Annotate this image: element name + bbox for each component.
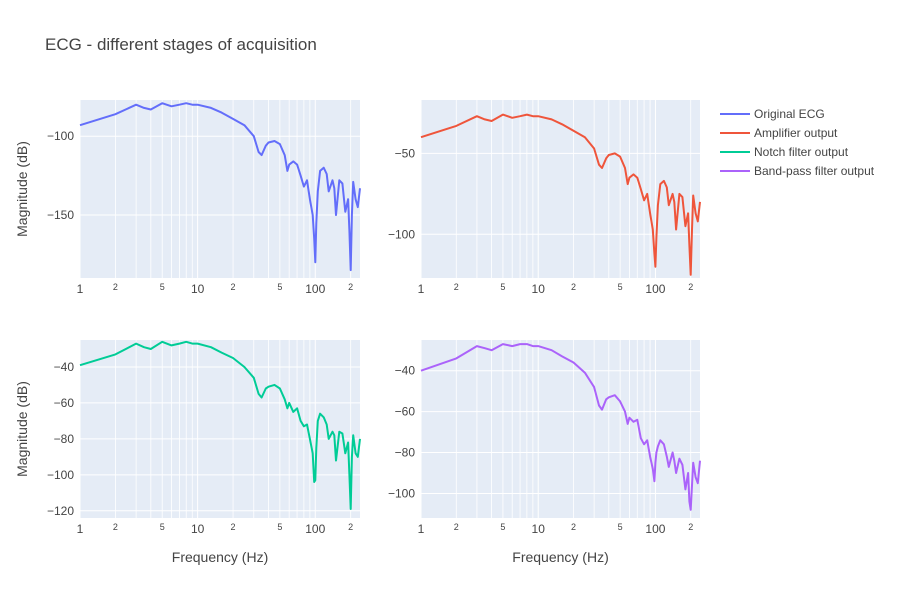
x-minor-tick-label: 2: [113, 282, 118, 292]
y-tick-label: −40: [54, 360, 75, 374]
y-tick-label: −60: [54, 396, 75, 410]
legend-item[interactable]: Notch filter output: [720, 145, 849, 159]
x-tick-label: 10: [532, 522, 546, 536]
x-axis-title: Frequency (Hz): [512, 549, 608, 565]
chart-title: ECG - different stages of acquisition: [45, 35, 317, 54]
x-tick-label: 1: [77, 282, 84, 296]
x-tick-label: 100: [305, 282, 325, 296]
y-axis-title: Magnitude (dB): [14, 141, 30, 237]
x-tick-label: 10: [532, 282, 546, 296]
y-tick-label: −150: [47, 208, 74, 222]
x-minor-tick-label: 2: [231, 522, 236, 532]
legend-label: Amplifier output: [754, 126, 838, 140]
y-tick-label: −40: [395, 364, 416, 378]
y-tick-label: −100: [388, 486, 415, 500]
x-minor-tick-label: 2: [454, 522, 459, 532]
x-minor-tick-label: 5: [160, 522, 165, 532]
x-tick-label: 100: [645, 282, 665, 296]
subplot-grid: −100 −150 1 10 100 2 5 2 5 2 Magnitude (dB) −50 −100…: [14, 100, 701, 565]
series-line: [420, 343, 701, 511]
legend-label: Notch filter output: [754, 145, 849, 159]
series-line: [79, 340, 361, 510]
x-minor-tick-label: 2: [231, 282, 236, 292]
x-tick-label: 10: [191, 282, 205, 296]
subplot-2: −50 −100 1 10 100 2 5 2 5 2: [388, 100, 701, 296]
subplot-1: −100 −150 1 10 100 2 5 2 5 2 Magnitude (dB): [14, 100, 361, 296]
x-minor-tick-label: 2: [348, 522, 353, 532]
legend-label: Original ECG: [754, 107, 825, 121]
x-tick-label: 1: [418, 522, 425, 536]
legend-label: Band-pass filter output: [754, 164, 875, 178]
x-tick-label: 1: [418, 282, 425, 296]
x-minor-tick-label: 5: [618, 282, 623, 292]
x-minor-tick-label: 5: [500, 522, 505, 532]
y-tick-label: −50: [395, 146, 416, 160]
y-tick-label: −80: [395, 446, 416, 460]
x-tick-label: 1: [77, 522, 84, 536]
x-tick-label: 100: [645, 522, 665, 536]
x-minor-tick-label: 5: [500, 282, 505, 292]
x-minor-tick-label: 5: [160, 282, 165, 292]
x-tick-label: 100: [305, 522, 325, 536]
y-tick-label: −120: [47, 504, 74, 518]
x-minor-tick-label: 5: [277, 522, 282, 532]
legend-item[interactable]: Original ECG: [720, 107, 825, 121]
plot-area: [80, 340, 360, 518]
x-minor-tick-label: 5: [618, 522, 623, 532]
x-minor-tick-label: 5: [277, 282, 282, 292]
plot-area: [80, 100, 360, 278]
x-minor-tick-label: 2: [113, 522, 118, 532]
plot-area: [421, 100, 700, 278]
x-tick-label: 10: [191, 522, 205, 536]
y-tick-label: −60: [395, 405, 416, 419]
x-axis-title: Frequency (Hz): [172, 549, 268, 565]
series-line: [79, 102, 361, 272]
x-minor-tick-label: 2: [454, 282, 459, 292]
x-minor-tick-label: 2: [688, 282, 693, 292]
x-minor-tick-label: 2: [571, 282, 576, 292]
subplot-4: −40 −60 −80 −100 1 10 100 2 5 2 5 2 Frequency (Hz): [388, 340, 701, 565]
y-tick-label: −100: [388, 227, 415, 241]
x-minor-tick-label: 2: [688, 522, 693, 532]
y-axis-title: Magnitude (dB): [14, 381, 30, 477]
x-minor-tick-label: 2: [571, 522, 576, 532]
series-line: [420, 113, 701, 276]
legend-item[interactable]: Band-pass filter output: [720, 164, 875, 178]
y-tick-label: −100: [47, 468, 74, 482]
legend: Original ECG Amplifier output Notch filter…: [720, 107, 875, 178]
plot-area: [421, 340, 700, 518]
y-tick-label: −100: [47, 129, 74, 143]
y-tick-label: −80: [54, 432, 75, 446]
x-minor-tick-label: 2: [348, 282, 353, 292]
legend-item[interactable]: Amplifier output: [720, 126, 838, 140]
